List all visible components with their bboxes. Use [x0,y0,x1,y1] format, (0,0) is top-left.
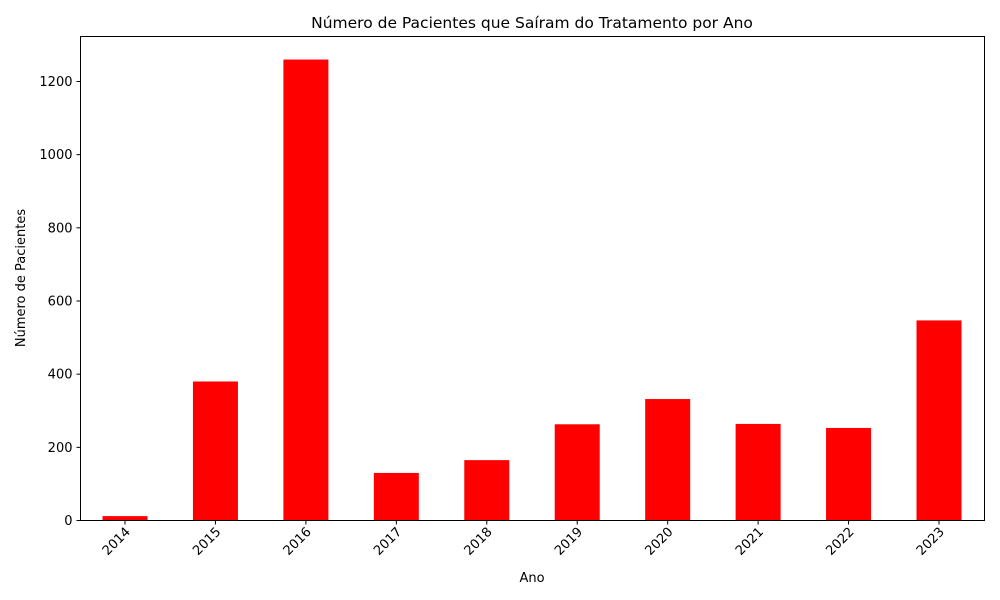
bar-2020 [645,399,691,521]
bar-2017 [373,472,419,521]
x-tick-label-2018: 2018 [462,525,496,559]
x-tick-label-2023: 2023 [914,525,948,559]
bar-2014 [102,516,148,521]
x-tick-label-2014: 2014 [100,525,134,559]
bars-group [102,59,962,521]
plot-frame [80,36,985,521]
x-tick-label-2019: 2019 [552,525,586,559]
x-tick-label-2020: 2020 [642,525,676,559]
y-tick-label-0: 0 [64,514,72,529]
x-tick-label-2022: 2022 [823,525,857,559]
y-axis-ticks: 0 200 400 600 800 1000 1200 [39,75,81,529]
x-tick-label-2016: 2016 [281,525,315,559]
bar-2022 [826,427,872,521]
y-tick-label-800: 800 [48,221,73,236]
y-tick-label-600: 600 [48,294,73,309]
bar-2023 [916,320,962,521]
x-axis-title: Ano [519,571,544,586]
bar-2018 [464,460,510,521]
bar-2021 [735,423,781,521]
bar-2016 [283,59,329,521]
y-axis-title: Número de Pacientes [14,209,29,347]
y-tick-label-1000: 1000 [39,148,72,163]
y-tick-label-400: 400 [48,368,73,383]
bar-2015 [192,381,238,521]
x-tick-label-2015: 2015 [190,525,224,559]
x-tick-label-2017: 2017 [371,525,405,559]
chart-title: Número de Pacientes que Saíram do Tratam… [311,14,753,32]
bar-2019 [554,424,600,521]
y-tick-label-1200: 1200 [39,75,72,90]
x-axis-ticks: 2014 2015 2016 2017 2018 2019 2020 2021 2022 2023 [100,520,948,559]
x-tick-label-2021: 2021 [733,525,767,559]
y-tick-label-200: 200 [48,441,73,456]
